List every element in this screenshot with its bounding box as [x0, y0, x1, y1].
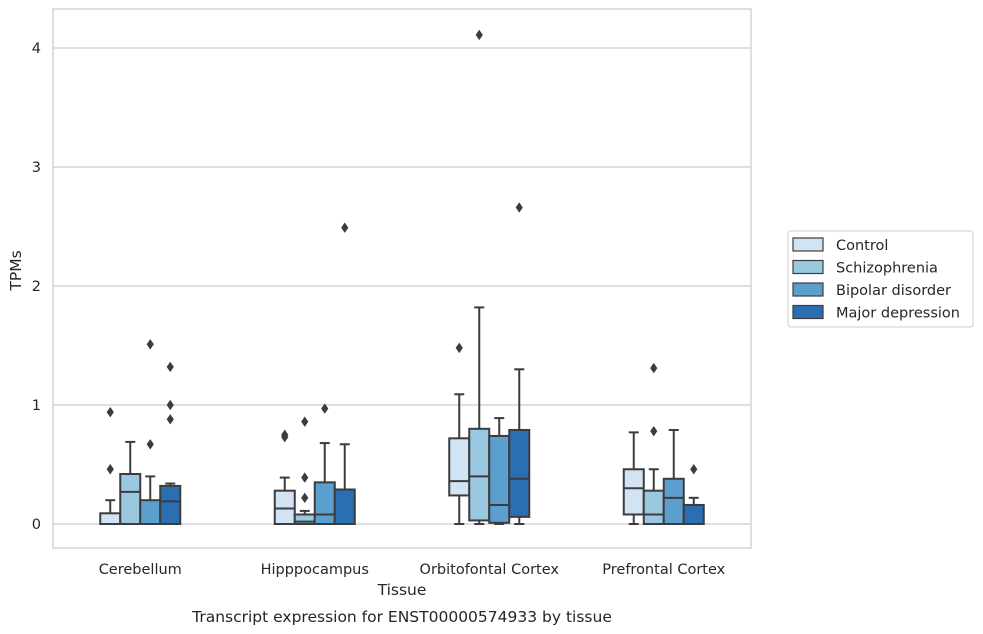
legend-swatch: [792, 237, 824, 252]
x-tick-labels: Cerebellum Hipppocampus Orbitofontal Corte…: [99, 562, 726, 578]
plot-area: [53, 9, 751, 548]
y-tick-label: 4: [32, 41, 41, 57]
box-body: [119, 473, 142, 525]
outlier-point: [281, 429, 289, 440]
box-control: [273, 429, 296, 525]
box-bipolar-disorder: [139, 339, 162, 526]
box-body: [468, 427, 491, 522]
y-tick-label: 1: [32, 398, 41, 414]
outlier-point: [106, 464, 114, 475]
outlier-point: [301, 492, 309, 504]
legend-label: Bipolar disorder: [836, 283, 951, 299]
box-major-depression: [333, 222, 356, 525]
outlier-point: [650, 362, 658, 374]
box-body: [622, 468, 645, 516]
outlier-point: [475, 29, 483, 41]
box-body: [642, 489, 665, 525]
legend-label: Major depression: [836, 306, 960, 322]
outlier-point: [146, 439, 154, 450]
box-bipolar-disorder: [488, 417, 511, 525]
box-bipolar-disorder: [662, 428, 685, 525]
y-tick-label: 0: [32, 517, 41, 533]
outlier-point: [301, 416, 309, 427]
box-body: [448, 437, 471, 497]
legend-swatch: [792, 259, 824, 275]
outlier-point: [321, 403, 329, 414]
box-major-depression: [508, 202, 531, 525]
legend-swatch: [792, 282, 824, 297]
outlier-point: [106, 406, 114, 418]
y-axis-label: TPMs: [7, 250, 25, 291]
box-body: [273, 489, 296, 525]
chart-title: Transcript expression for ENST0000057493…: [191, 608, 612, 626]
outlier-point: [690, 464, 698, 475]
x-axis-label: Tissue: [377, 581, 427, 599]
box-body: [99, 512, 122, 525]
legend-item: Bipolar disorder: [792, 282, 951, 299]
box-schizophrenia: [119, 440, 142, 525]
y-tick-labels: 0 1 2 3 4: [32, 41, 41, 533]
box-body: [313, 481, 336, 526]
y-tick-label: 3: [32, 160, 41, 176]
legend-label: Schizophrenia: [836, 261, 938, 277]
box-body: [508, 428, 531, 518]
outlier-point: [146, 339, 154, 350]
box-body: [159, 484, 182, 526]
x-tick-label: Prefrontal Cortex: [602, 562, 725, 578]
y-tick-label: 2: [32, 279, 41, 295]
x-tick-label: Hipppocampus: [261, 562, 369, 578]
outlier-point: [301, 472, 309, 483]
box-body: [139, 499, 162, 526]
box-body: [488, 434, 511, 524]
plot-frame: [52, 8, 752, 549]
legend-item: Schizophrenia: [792, 259, 938, 277]
box-body: [333, 488, 356, 525]
outlier-point: [341, 222, 349, 233]
legend-label: Control: [836, 238, 888, 254]
legend-frame: [787, 230, 974, 328]
box-schizophrenia: [642, 362, 665, 525]
box-control: [448, 342, 471, 525]
box-body: [682, 503, 705, 525]
legend: Control Schizophrenia Bipolar disorder Majo…: [787, 230, 974, 328]
legend-item: Control: [792, 237, 888, 254]
x-tick-label: Orbitofontal Cortex: [420, 562, 560, 578]
outlier-point: [455, 342, 463, 354]
x-tick-label: Cerebellum: [99, 562, 182, 578]
box-body: [662, 477, 685, 525]
outlier-point: [166, 361, 174, 373]
legend-swatch: [792, 304, 824, 320]
box-major-depression: [159, 361, 182, 526]
boxes: [99, 29, 705, 526]
legend-item: Major depression: [792, 304, 960, 322]
outlier-point: [650, 425, 658, 437]
outlier-point: [166, 399, 174, 411]
outlier-point: [515, 202, 523, 213]
outlier-point: [166, 414, 174, 425]
box-major-depression: [682, 464, 705, 525]
